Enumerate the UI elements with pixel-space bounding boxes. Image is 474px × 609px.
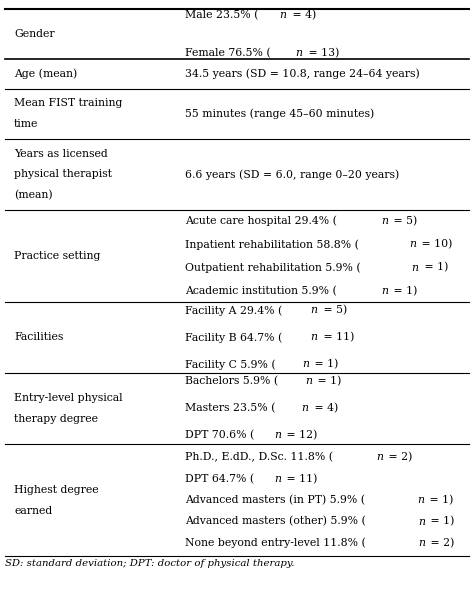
Text: Gender: Gender <box>14 29 55 39</box>
Text: Age (mean): Age (mean) <box>14 69 77 79</box>
Text: = 5): = 5) <box>390 216 417 226</box>
Text: Ph.D., E.dD., D.Sc. 11.8% (: Ph.D., E.dD., D.Sc. 11.8% ( <box>185 452 333 462</box>
Text: Bachelors 5.9% (: Bachelors 5.9% ( <box>185 376 278 387</box>
Text: Highest degree: Highest degree <box>14 485 99 495</box>
Text: = 1): = 1) <box>314 376 342 387</box>
Text: Outpatient rehabilitation 5.9% (: Outpatient rehabilitation 5.9% ( <box>185 262 361 273</box>
Text: None beyond entry-level 11.8% (: None beyond entry-level 11.8% ( <box>185 538 366 548</box>
Text: Masters 23.5% (: Masters 23.5% ( <box>185 403 275 414</box>
Text: Facility C 5.9% (: Facility C 5.9% ( <box>185 359 275 370</box>
Text: = 12): = 12) <box>283 430 318 440</box>
Text: = 1): = 1) <box>426 495 454 505</box>
Text: n: n <box>410 239 416 249</box>
Text: n: n <box>274 474 281 484</box>
Text: = 13): = 13) <box>304 48 339 58</box>
Text: time: time <box>14 119 38 129</box>
Text: (mean): (mean) <box>14 190 53 200</box>
Text: = 1): = 1) <box>427 516 455 527</box>
Text: = 5): = 5) <box>319 305 347 315</box>
Text: SD: standard deviation; DPT: doctor of physical therapy.: SD: standard deviation; DPT: doctor of p… <box>5 559 294 568</box>
Text: Facility A 29.4% (: Facility A 29.4% ( <box>185 305 282 315</box>
Text: Female 76.5% (: Female 76.5% ( <box>185 48 271 58</box>
Text: physical therapist: physical therapist <box>14 169 112 180</box>
Text: n: n <box>302 359 309 369</box>
Text: Male 23.5% (: Male 23.5% ( <box>185 10 258 20</box>
Text: n: n <box>310 305 318 315</box>
Text: therapy degree: therapy degree <box>14 414 98 424</box>
Text: Advanced masters (other) 5.9% (: Advanced masters (other) 5.9% ( <box>185 516 366 527</box>
Text: 55 minutes (range 45–60 minutes): 55 minutes (range 45–60 minutes) <box>185 108 374 119</box>
Text: = 10): = 10) <box>419 239 453 250</box>
Text: Years as licensed: Years as licensed <box>14 149 108 159</box>
Text: Facilities: Facilities <box>14 333 64 342</box>
Text: = 1): = 1) <box>420 262 448 273</box>
Text: n: n <box>305 376 312 386</box>
Text: n: n <box>418 538 425 548</box>
Text: DPT 64.7% (: DPT 64.7% ( <box>185 474 254 484</box>
Text: n: n <box>301 403 309 414</box>
Text: n: n <box>376 452 383 462</box>
Text: Facility B 64.7% (: Facility B 64.7% ( <box>185 332 282 343</box>
Text: n: n <box>417 495 424 505</box>
Text: n: n <box>381 216 388 226</box>
Text: = 1): = 1) <box>311 359 338 370</box>
Text: = 1): = 1) <box>390 286 417 296</box>
Text: 34.5 years (SD = 10.8, range 24–64 years): 34.5 years (SD = 10.8, range 24–64 years… <box>185 69 419 79</box>
Text: = 4): = 4) <box>310 403 338 414</box>
Text: DPT 70.6% (: DPT 70.6% ( <box>185 430 254 440</box>
Text: n: n <box>280 10 287 20</box>
Text: Practice setting: Practice setting <box>14 251 100 261</box>
Text: = 4): = 4) <box>289 10 316 20</box>
Text: n: n <box>295 48 302 58</box>
Text: Inpatient rehabilitation 58.8% (: Inpatient rehabilitation 58.8% ( <box>185 239 359 250</box>
Text: n: n <box>381 286 388 296</box>
Text: = 2): = 2) <box>385 452 412 462</box>
Text: n: n <box>310 333 318 342</box>
Text: Advanced masters (in PT) 5.9% (: Advanced masters (in PT) 5.9% ( <box>185 495 365 505</box>
Text: earned: earned <box>14 505 53 516</box>
Text: n: n <box>411 262 419 272</box>
Text: Mean FIST training: Mean FIST training <box>14 99 123 108</box>
Text: n: n <box>418 516 425 527</box>
Text: = 11): = 11) <box>283 474 318 484</box>
Text: Academic institution 5.9% (: Academic institution 5.9% ( <box>185 286 337 296</box>
Text: 6.6 years (SD = 6.0, range 0–20 years): 6.6 years (SD = 6.0, range 0–20 years) <box>185 169 399 180</box>
Text: Entry-level physical: Entry-level physical <box>14 393 123 403</box>
Text: = 2): = 2) <box>427 538 455 548</box>
Text: = 11): = 11) <box>319 332 354 342</box>
Text: Acute care hospital 29.4% (: Acute care hospital 29.4% ( <box>185 216 337 227</box>
Text: n: n <box>274 431 282 440</box>
